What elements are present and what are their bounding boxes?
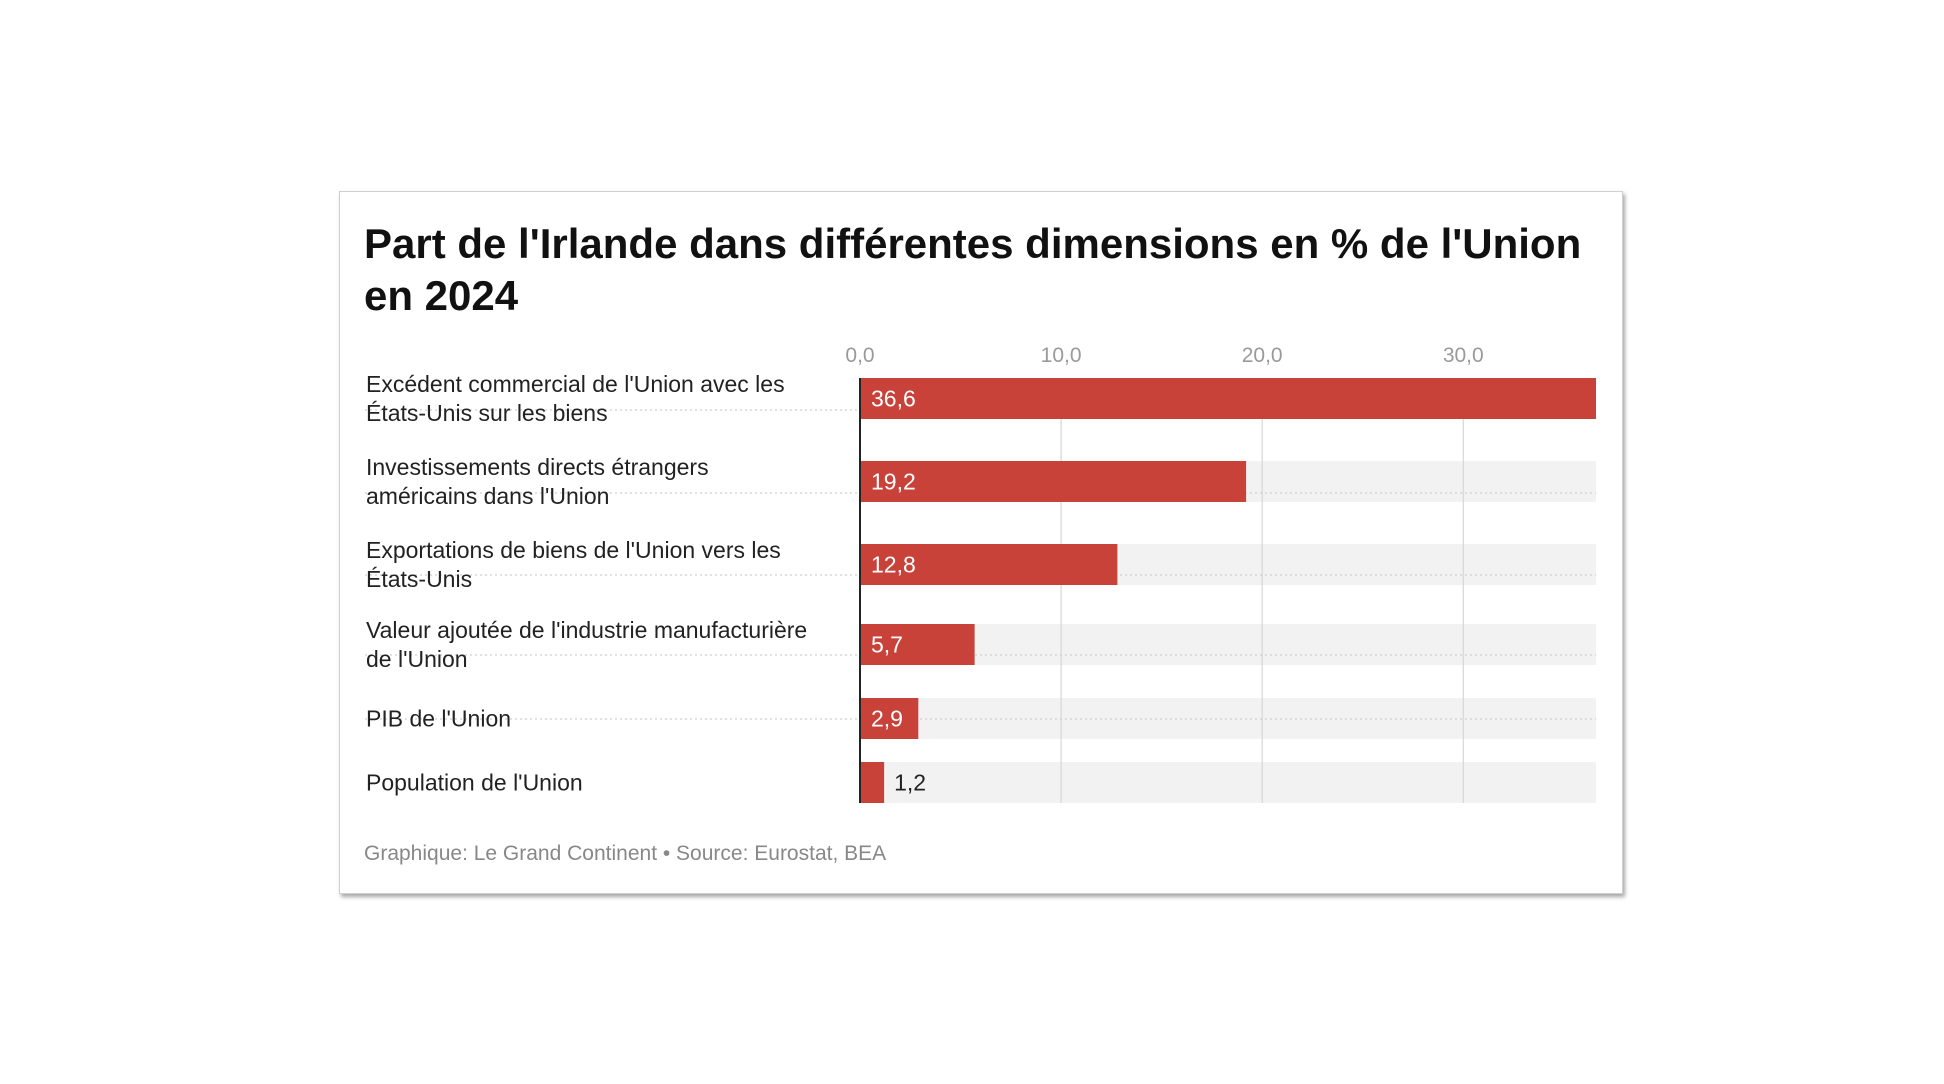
bar-track <box>860 762 1596 803</box>
bar-chart: 0,0 10,0 20,0 30,0 36,6 Excédent commercial d… <box>365 344 1596 803</box>
bar-value-label: 19,2 <box>871 469 916 495</box>
chart-card: Part de l'Irlande dans différentes dimen… <box>339 191 1623 894</box>
bar-track <box>860 624 1596 665</box>
category-label: États-Unis <box>366 566 472 592</box>
x-tick-label: 30,0 <box>1443 344 1484 367</box>
category-label: États-Unis sur les biens <box>366 400 608 426</box>
chart-title: Part de l'Irlande dans différentes dimen… <box>364 220 1582 319</box>
x-tick-label: 0,0 <box>845 344 874 367</box>
chart-footer: Graphique: Le Grand Continent • Source: … <box>364 842 887 865</box>
category-label: Exportations de biens de l'Union vers le… <box>366 537 781 563</box>
category-label: Excédent commercial de l'Union avec les <box>366 371 785 397</box>
bar <box>860 624 975 665</box>
bar <box>860 544 1118 585</box>
category-label: Investissements directs étrangers <box>366 454 709 480</box>
x-tick-label: 20,0 <box>1242 344 1283 367</box>
bar <box>860 461 1247 502</box>
bar-value-label: 2,9 <box>871 706 903 732</box>
category-label: de l'Union <box>366 646 468 672</box>
bar <box>860 378 1596 419</box>
bar-value-label: 5,7 <box>871 632 903 658</box>
bar-value-label: 1,2 <box>894 770 926 796</box>
bar <box>860 698 919 739</box>
category-label: américains dans l'Union <box>366 483 609 509</box>
bar-value-label: 12,8 <box>871 552 916 578</box>
bar-track <box>860 698 1596 739</box>
category-label: Valeur ajoutée de l'industrie manufactur… <box>366 617 807 643</box>
bar-value-label: 36,6 <box>871 386 916 412</box>
x-tick-label: 10,0 <box>1041 344 1082 367</box>
category-label: Population de l'Union <box>366 770 583 796</box>
category-label: PIB de l'Union <box>366 706 511 732</box>
bar <box>860 762 885 803</box>
